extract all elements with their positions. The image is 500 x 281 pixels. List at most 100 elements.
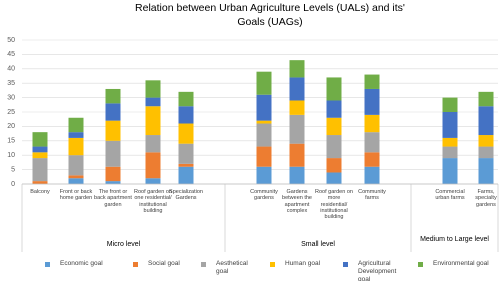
bar-segment (442, 158, 458, 184)
bar-segment (178, 163, 194, 167)
bar-segment (145, 178, 161, 184)
x-tick-label: Front or back home garden (59, 189, 93, 202)
bar-segment (256, 120, 272, 124)
bar-segment (145, 97, 161, 107)
y-tick-label: 0 (11, 181, 15, 188)
bar-segment (105, 120, 121, 141)
x-tick-label: Gardens between the apartment complex (282, 189, 312, 214)
bar-segment (178, 123, 194, 144)
bar-segment (145, 135, 161, 153)
bar-segment (145, 80, 161, 98)
x-tick-label: The front or back apartment garden (94, 189, 132, 208)
y-tick-label: 35 (7, 80, 15, 87)
bar-segment (364, 166, 380, 184)
bar-segment (178, 91, 194, 107)
y-tick-label: 45 (7, 51, 15, 58)
y-tick-label: 25 (7, 109, 15, 116)
bar-segment (178, 143, 194, 164)
bar-segment (442, 112, 458, 138)
legend-label: Aesthetical goal (216, 260, 248, 275)
legend-label: Social goal (148, 260, 180, 267)
bar-segment (478, 91, 494, 107)
bar-segment (364, 74, 380, 89)
y-tick-label: 15 (7, 138, 15, 145)
y-tick-label: 5 (11, 166, 15, 173)
bar-segment (105, 88, 121, 104)
legend-swatch (270, 262, 275, 267)
bar-segment (289, 77, 305, 101)
x-tick-label: Roof garden on one residential/ institut… (134, 189, 172, 214)
bar-segment (105, 140, 121, 167)
bar-segment (364, 88, 380, 115)
bar-segment (178, 106, 194, 124)
y-tick-label: 50 (7, 37, 15, 44)
legend-swatch (418, 262, 423, 267)
bar-segment (442, 97, 458, 112)
y-tick-label: 10 (7, 152, 15, 159)
bar-segment (68, 155, 84, 176)
bar-segment (32, 152, 48, 159)
x-tick-label: Community farms (358, 189, 386, 202)
bar-segment (32, 158, 48, 182)
x-tick-label: Specialization Gardens (169, 189, 203, 202)
legend-label: Agricultural Development goal (358, 260, 397, 281)
legend-item: Economic goal (45, 260, 125, 268)
bar-segment (364, 132, 380, 153)
bar-segment (478, 158, 494, 184)
x-tick-label: Commercial urban farms (435, 189, 465, 202)
legend-swatch (201, 262, 206, 267)
bar-segment (326, 135, 342, 159)
y-tick-label: 30 (7, 94, 15, 101)
bar-segment (326, 117, 342, 136)
bar-segment (364, 152, 380, 167)
bar-segment (105, 103, 121, 121)
legend-swatch (343, 262, 348, 267)
bar-segment (256, 94, 272, 121)
bar-segment (289, 60, 305, 78)
bar-segment (105, 181, 121, 184)
bar-segment (326, 77, 342, 101)
legend-label: Environmental goal (433, 260, 489, 267)
bar-segment (442, 137, 458, 147)
chart-title: Relation between Urban Agriculture Level… (135, 2, 405, 28)
bar-segment (326, 172, 342, 184)
x-tick-label: Roof garden on more residential/ institu… (315, 189, 353, 221)
group-label: Micro level (106, 241, 141, 248)
bar-segment (326, 158, 342, 173)
bar-segment (256, 71, 272, 95)
x-tick-label: Farms, specialty gardens (475, 189, 497, 208)
legend-item: Aesthetical goal (201, 260, 261, 276)
legend-label: Human goal (285, 260, 321, 267)
bar-segment (68, 137, 84, 156)
group-label: Small level (301, 241, 335, 248)
bar-segment (289, 100, 305, 115)
legend-item: Agricultural Development goal (343, 260, 408, 281)
bar-segment (364, 114, 380, 133)
bar-segment (32, 181, 48, 184)
legend-swatch (45, 262, 50, 267)
bar-segment (326, 100, 342, 118)
bar-segment (289, 143, 305, 167)
bar-segment (478, 135, 494, 147)
bar-segment (256, 146, 272, 167)
bar-segment (442, 146, 458, 159)
bar-segment (68, 175, 84, 179)
bar-segment (178, 166, 194, 184)
bar-segment (32, 132, 48, 147)
legend-item: Social goal (133, 260, 193, 268)
bar-segment (478, 146, 494, 159)
bar-segment (256, 123, 272, 147)
legend-label: Economic goal (60, 260, 103, 267)
bar-segment (289, 114, 305, 144)
bar-segment (68, 178, 84, 184)
bar-segment (256, 166, 272, 184)
legend-item: Environmental goal (418, 260, 498, 268)
bar-segment (68, 117, 84, 133)
group-label: Medium to Large level (420, 236, 489, 243)
x-tick-label: Community gardens (250, 189, 278, 202)
y-tick-label: 20 (7, 123, 15, 130)
bar-segment (68, 132, 84, 138)
bar-segment (145, 106, 161, 136)
bar-segment (105, 166, 121, 182)
